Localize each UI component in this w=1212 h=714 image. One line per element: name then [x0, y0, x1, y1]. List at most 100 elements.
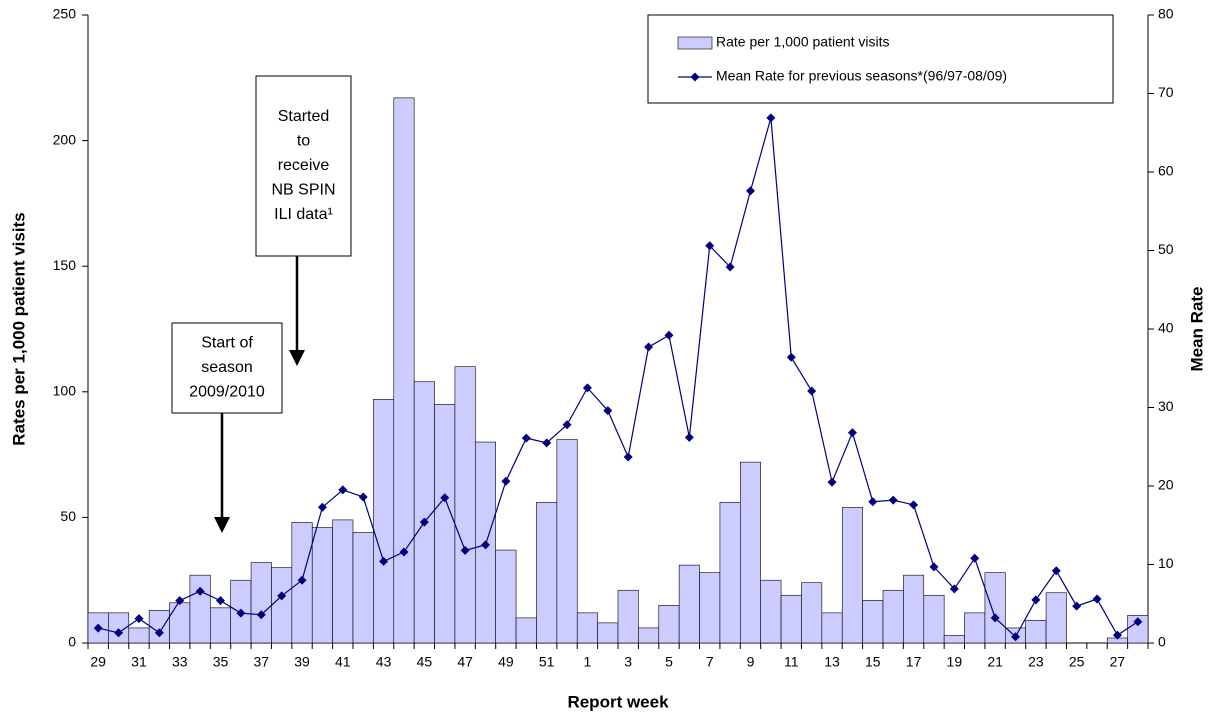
line-marker — [256, 610, 266, 620]
y-tick-label: 100 — [53, 383, 77, 399]
bar — [740, 461, 761, 644]
bar — [515, 617, 537, 644]
x-tick-label: 21 — [987, 654, 1003, 670]
line-marker — [847, 428, 857, 438]
x-tick-label: 27 — [1110, 654, 1126, 670]
line-marker — [460, 545, 470, 555]
x-tick-label: 39 — [294, 654, 310, 670]
bar — [128, 627, 150, 644]
x-tick-label: 29 — [90, 654, 106, 670]
legend-label: Rate per 1,000 patient visits — [716, 34, 890, 50]
y-tick-label: 250 — [53, 6, 77, 22]
line-marker — [970, 553, 980, 563]
line-marker — [195, 586, 205, 596]
line-marker — [1051, 566, 1061, 576]
bar — [169, 602, 191, 644]
x-tick-label: 1 — [584, 654, 592, 670]
bar — [597, 622, 619, 644]
x-tick-label: 13 — [824, 654, 840, 670]
y2-tick-label: 40 — [1158, 320, 1174, 336]
annotation-text: receive — [278, 157, 330, 174]
annotation-box — [255, 75, 352, 257]
x-tick-label: 5 — [665, 654, 673, 670]
bar — [332, 519, 354, 644]
line-marker — [582, 383, 592, 393]
x-tick-label: 23 — [1028, 654, 1044, 670]
bar — [923, 594, 945, 644]
x-tick-label: 33 — [172, 654, 188, 670]
line-marker — [1112, 630, 1122, 640]
annotation-text: ILI data¹ — [274, 206, 333, 223]
x-axis-title: Report week — [567, 692, 669, 711]
bar — [658, 605, 680, 644]
bar — [801, 582, 823, 644]
x-tick-label: 25 — [1069, 654, 1085, 670]
bar — [678, 564, 700, 644]
line-marker — [664, 330, 674, 340]
y2-tick-label: 20 — [1158, 477, 1174, 493]
line-marker — [868, 497, 878, 507]
bar — [189, 574, 211, 644]
x-tick-label: 15 — [865, 654, 881, 670]
y2-axis-title: Mean Rate — [1187, 286, 1206, 371]
line-marker — [684, 432, 694, 442]
line-marker — [236, 608, 246, 618]
line-marker — [562, 420, 572, 430]
bar — [780, 594, 802, 644]
y2-tick-label: 60 — [1158, 163, 1174, 179]
y2-tick-label: 30 — [1158, 398, 1174, 414]
bar — [311, 527, 333, 644]
line-marker — [909, 500, 919, 510]
y2-tick-label: 10 — [1158, 555, 1174, 571]
y-axis-title: Rates per 1,000 patient visits — [9, 212, 28, 445]
bar — [760, 579, 782, 644]
line-marker — [644, 342, 654, 352]
y-tick-label: 150 — [53, 257, 77, 273]
line-marker — [888, 495, 898, 505]
x-tick-label: 19 — [947, 654, 963, 670]
line-marker — [440, 493, 450, 503]
bar — [495, 549, 517, 644]
line-marker — [277, 591, 287, 601]
line-marker — [1011, 632, 1020, 642]
bar — [393, 97, 415, 644]
x-tick-label: 31 — [131, 654, 147, 670]
line-marker — [379, 556, 389, 566]
line-marker — [705, 241, 715, 251]
line-marker — [786, 352, 796, 362]
y-tick-label: 0 — [68, 634, 76, 650]
bar — [250, 562, 272, 644]
line-marker — [317, 502, 327, 512]
line-marker — [603, 406, 613, 416]
annotation-arrowhead — [214, 517, 230, 533]
line-marker — [949, 584, 959, 594]
line-marker — [929, 562, 939, 572]
line-marker — [297, 575, 307, 585]
y2-tick-label: 70 — [1158, 84, 1174, 100]
line-marker — [807, 386, 817, 396]
bar — [964, 612, 986, 644]
y2-tick-label: 50 — [1158, 241, 1174, 257]
annotation-text: to — [297, 133, 310, 150]
line-marker — [93, 623, 103, 633]
line-marker — [1133, 617, 1143, 627]
line-marker — [399, 547, 409, 557]
line-marker — [1031, 595, 1041, 605]
bar — [434, 404, 456, 644]
line-marker — [134, 614, 144, 624]
x-tick-label: 51 — [539, 654, 555, 670]
line-marker — [501, 476, 511, 486]
y2-tick-label: 0 — [1158, 634, 1166, 650]
bar — [556, 439, 578, 644]
x-tick-label: 9 — [747, 654, 755, 670]
bar — [943, 635, 965, 644]
bar — [903, 574, 925, 644]
y-tick-label: 200 — [53, 131, 77, 147]
bar — [576, 612, 598, 644]
x-tick-label: 37 — [253, 654, 269, 670]
bar — [148, 610, 170, 644]
bar — [719, 502, 741, 644]
bar — [1045, 592, 1067, 644]
bar — [638, 627, 660, 644]
